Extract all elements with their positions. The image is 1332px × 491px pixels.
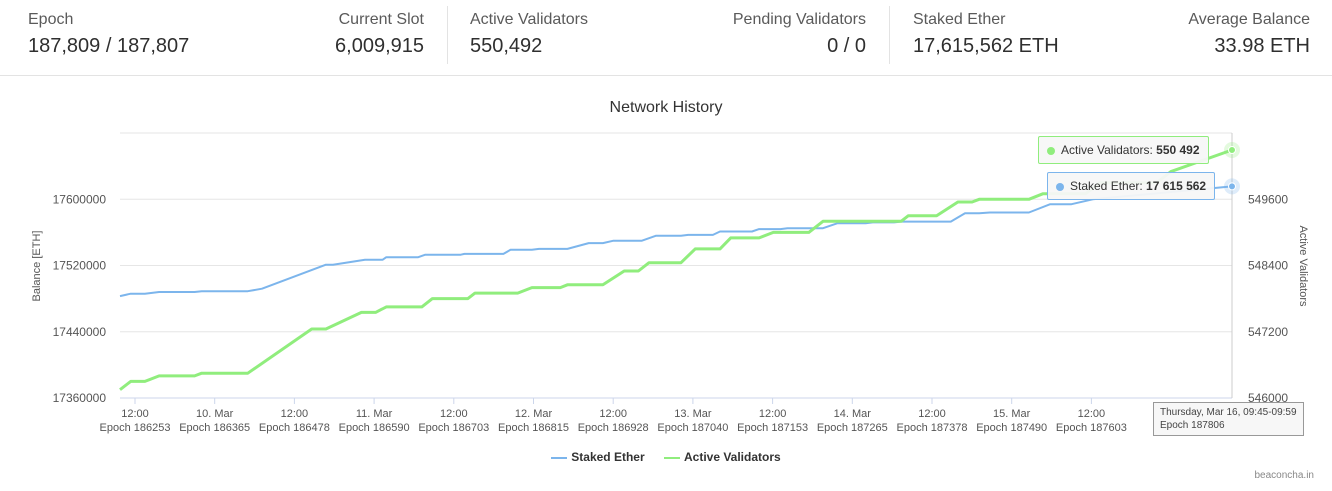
stats-divider (447, 6, 448, 64)
y-left-tick-label: 17520000 (53, 259, 107, 273)
stat-pending-validators: Pending Validators 0 / 0 (733, 10, 866, 60)
x-tick-label: 12:00 (1078, 408, 1106, 420)
stat-average-balance: Average Balance 33.98 ETH (1188, 10, 1310, 60)
stat-active-validators-label: Active Validators (470, 11, 588, 28)
stat-pending-validators-label: Pending Validators (732, 11, 866, 28)
x-tick-label: 12:00 (599, 408, 627, 420)
tooltip-dot-icon (1056, 182, 1064, 191)
stat-active-validators: Active Validators 550,492 (470, 10, 588, 60)
x-tick-label: Epoch 186590 (339, 422, 410, 434)
network-history-chart[interactable]: 17360000 17440000 17520000 17600000 546000 54… (0, 77, 1332, 491)
x-tick-label: 13. Mar (674, 408, 712, 420)
x-tick-label: 12:00 (121, 408, 149, 420)
series-point-marker (1228, 146, 1236, 155)
x-tick-label: 12:00 (281, 408, 309, 420)
stat-average-balance-value: 33.98 ETH (1214, 35, 1310, 57)
series-line-active-validators (119, 148, 1233, 391)
x-tick-label: Epoch 187378 (897, 422, 968, 434)
tooltip-active-value: 550 492 (1156, 143, 1200, 157)
chart-credits[interactable]: beaconcha.in (1254, 470, 1315, 481)
stat-current-slot-label: Current Slot (338, 11, 424, 28)
x-tick-label: Epoch 187265 (817, 422, 888, 434)
y-left-tick-label: 17360000 (53, 391, 107, 405)
tooltip-dot-icon (1047, 146, 1055, 155)
tooltip-staked-ether: Staked Ether: 17 615 562 (1047, 172, 1216, 200)
x-tick-label: Epoch 186253 (100, 422, 171, 434)
x-tooltip-epoch: Epoch 187806 (1160, 420, 1225, 431)
tooltip-staked-label: Staked Ether: (1070, 179, 1147, 193)
x-tick-label: 14. Mar (834, 408, 872, 420)
y-right-tick-label: 548400 (1248, 259, 1288, 273)
tooltip-active-validators: Active Validators: 550 492 (1038, 136, 1209, 164)
y-right-tick-label: 547200 (1248, 325, 1288, 339)
x-tick-label: Epoch 186928 (578, 422, 649, 434)
x-tick-label: 15. Mar (993, 408, 1031, 420)
y-left-tick-label: 17600000 (53, 192, 107, 206)
chart-canvas[interactable]: 17360000 17440000 17520000 17600000 546000 54… (0, 77, 1332, 491)
stat-epoch-value: 187,809 / 187,807 (28, 35, 190, 57)
x-tick-label: Epoch 187153 (737, 422, 808, 434)
x-tick-label: Epoch 186815 (498, 422, 569, 434)
stat-staked-ether: Staked Ether 17,615,562 ETH (913, 10, 1059, 60)
chart-legend: Staked Ether Active Validators (0, 450, 1332, 464)
stat-epoch-label: Epoch (28, 11, 74, 28)
legend-label-active: Active Validators (683, 450, 781, 464)
y-right-tick-label: 546000 (1248, 391, 1288, 405)
x-tick-label: Epoch 186478 (259, 422, 330, 434)
x-tick-label: 11. Mar (356, 408, 393, 420)
x-tick-label: 10. Mar (196, 408, 234, 420)
x-tick-label: Epoch 186703 (418, 422, 489, 434)
network-stats-bar: Epoch 187,809 / 187,807 Current Slot 6,0… (0, 0, 1332, 76)
stat-pending-validators-value: 0 / 0 (827, 35, 866, 57)
x-tick-label: Epoch 186365 (179, 422, 250, 434)
stat-staked-ether-label: Staked Ether (913, 11, 1006, 28)
y-left-tick-label: 17440000 (53, 325, 107, 339)
legend-swatch-active (663, 456, 680, 459)
legend-item-staked-ether[interactable]: Staked Ether (551, 450, 645, 464)
stat-epoch: Epoch 187,809 / 187,807 (28, 10, 189, 60)
stats-divider (889, 6, 890, 64)
series-point-marker (1228, 182, 1236, 191)
stat-current-slot-value: 6,009,915 (335, 35, 424, 57)
stat-average-balance-label: Average Balance (1188, 11, 1310, 28)
x-tooltip-date: Thursday, Mar 16, 09:45-09:59 (1160, 407, 1297, 418)
y-right-tick-label: 549600 (1248, 192, 1288, 206)
y-left-axis-title: Balance [ETH] (31, 231, 43, 302)
series-line-staked-ether (119, 185, 1233, 298)
x-tick-label: Epoch 187490 (976, 422, 1047, 434)
legend-item-active-validators[interactable]: Active Validators (663, 450, 781, 464)
x-tick-label: 12. Mar (515, 408, 553, 420)
x-axis-tooltip: Thursday, Mar 16, 09:45-09:59 Epoch 1878… (1153, 402, 1304, 436)
x-tick-label: Epoch 187040 (657, 422, 728, 434)
stat-staked-ether-value: 17,615,562 ETH (913, 35, 1059, 57)
tooltip-active-label: Active Validators: (1061, 143, 1157, 157)
x-tick-label: 12:00 (759, 408, 787, 420)
x-tick-label: 12:00 (918, 408, 946, 420)
x-tick-label: 12:00 (440, 408, 468, 420)
stat-active-validators-value: 550,492 (470, 35, 543, 57)
y-right-axis-title: Active Validators (1297, 225, 1309, 307)
chart-title: Network History (609, 99, 723, 116)
stat-current-slot: Current Slot 6,009,915 (335, 10, 424, 60)
legend-swatch-staked (551, 456, 568, 459)
tooltip-staked-value: 17 615 562 (1146, 179, 1207, 193)
legend-label-staked: Staked Ether (571, 450, 645, 464)
x-tick-label: Epoch 187603 (1056, 422, 1127, 434)
